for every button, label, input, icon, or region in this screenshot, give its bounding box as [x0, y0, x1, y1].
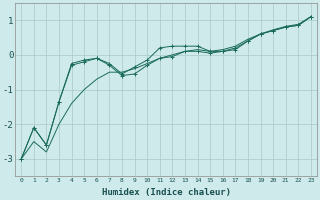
X-axis label: Humidex (Indice chaleur): Humidex (Indice chaleur)	[101, 188, 231, 197]
